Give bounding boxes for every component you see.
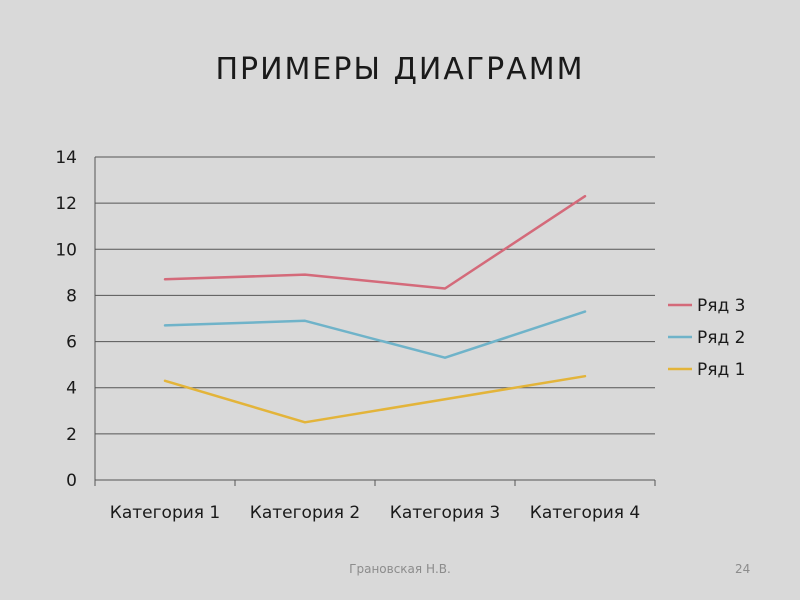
x-tick-label: Категория 1 [110,503,220,523]
legend: Ряд 3 Ряд 2 Ряд 1 [668,296,745,380]
series-line-2 [163,310,587,359]
series-line-3 [163,194,587,290]
y-axis-ticks: 0 2 4 6 8 10 12 14 [55,148,77,491]
x-axis [94,157,656,486]
x-tick-label: Категория 3 [390,503,500,523]
x-tick-label: Категория 4 [530,503,640,523]
y-tick-label: 2 [66,425,77,445]
y-tick-label: 10 [55,240,77,260]
slide-title: ПРИМЕРЫ ДИАГРАММ [215,52,585,87]
legend-label: Ряд 1 [697,360,745,380]
y-tick-label: 12 [55,194,77,214]
legend-label: Ряд 3 [697,296,745,316]
y-tick-label: 8 [66,286,77,306]
x-tick-label: Категория 2 [250,503,360,523]
y-tick-label: 4 [66,379,77,399]
page-number: 24 [735,562,751,576]
series-line-1 [163,374,587,424]
y-tick-label: 0 [66,471,77,491]
legend-label: Ряд 2 [697,328,745,348]
y-tick-label: 6 [66,333,77,353]
series-lines [163,194,587,424]
y-tick-label: 14 [55,148,77,168]
gridlines [95,156,655,435]
x-axis-ticks: Категория 1 Категория 2 Категория 3 Категор… [110,503,640,523]
footer-author: Грановская Н.В. [349,562,451,576]
